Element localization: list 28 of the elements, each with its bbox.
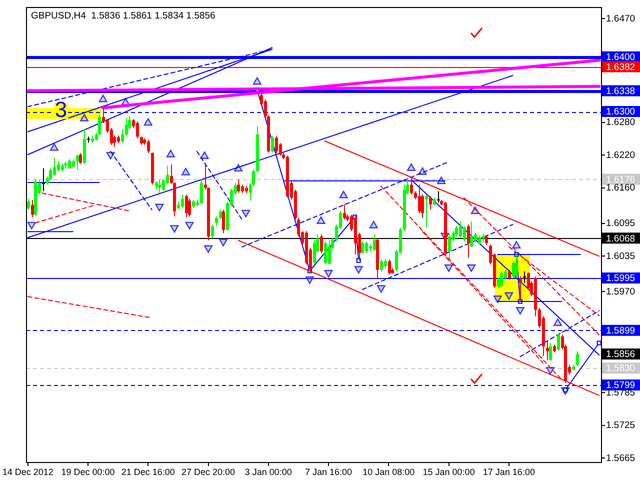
y-tick-label: 1.6160: [606, 182, 636, 194]
y-tick-label: 1.6220: [606, 150, 636, 161]
ref-line-label: 1.6338: [606, 86, 636, 97]
y-tick-label: 1.6095: [606, 218, 636, 230]
x-tick-label: 10 Jan 08:00: [362, 466, 415, 477]
y-tick-label: 1.5970: [606, 286, 636, 298]
text: 1.5856: [606, 349, 636, 360]
ref-line-label: 1.5899: [606, 326, 636, 337]
x-tick-label: 7 Jan 16:00: [305, 466, 352, 477]
annotation: 3: [54, 97, 68, 122]
x-tick-label: 14 Dec 2012: [2, 466, 54, 477]
x-tick-label: 21 Dec 16:00: [121, 466, 175, 477]
x-tick-label: 19 Dec 00:00: [61, 466, 115, 477]
chart-title: GBPUSD,H4 1.5836 1.5861 1.5834 1.5856: [31, 10, 216, 22]
x-tick-label: 15 Jan 00:00: [422, 466, 475, 477]
ref-line-label: 1.6300: [606, 106, 636, 118]
ref-line-label: 1.5995: [606, 273, 636, 284]
ref-line-label: 1.6400: [606, 52, 636, 64]
y-tick-label: 1.5725: [606, 420, 636, 432]
y-tick-label: 1.6035: [606, 250, 636, 262]
y-tick-label: 1.5665: [606, 452, 636, 464]
x-tick-label: 27 Dec 20:00: [182, 466, 236, 477]
y-tick-label: 1.6280: [606, 117, 636, 128]
ref-line-label: 1.6382: [606, 62, 636, 73]
x-tick-label: 3 Jan 00:00: [244, 466, 292, 477]
ref-line-label: 1.6068: [606, 233, 636, 244]
x-tick-label: 17 Jan 16:00: [482, 466, 535, 477]
y-tick-label: 1.6470: [606, 13, 636, 24]
